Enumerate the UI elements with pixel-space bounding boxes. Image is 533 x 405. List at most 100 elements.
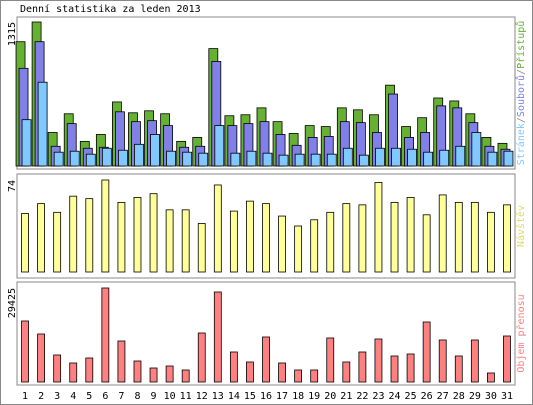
bar	[37, 81, 48, 167]
bar	[487, 211, 495, 273]
y-tick-label: 29425	[7, 288, 18, 318]
bar	[471, 132, 482, 167]
legend-entry: Přístupů	[515, 21, 527, 69]
bar	[230, 152, 241, 167]
bar	[470, 201, 479, 273]
y-tick-label: 1315	[7, 22, 18, 46]
bar	[246, 361, 254, 383]
bar	[407, 148, 417, 167]
x-tick-label: 14	[228, 391, 240, 402]
bar	[374, 338, 383, 383]
bar	[310, 369, 319, 383]
x-tick-label: 8	[134, 391, 140, 402]
bar	[262, 152, 273, 167]
bar	[53, 151, 64, 167]
bar	[390, 201, 399, 273]
bar	[85, 153, 96, 167]
x-tick-label: 23	[372, 391, 384, 402]
x-tick-label: 25	[405, 391, 417, 402]
bar	[454, 355, 463, 383]
bar	[294, 369, 303, 383]
legend-separator: /	[516, 117, 527, 123]
bar	[422, 214, 431, 273]
x-tick-label: 15	[244, 391, 256, 402]
legend: Stránek/Souborů/Přístupů	[515, 21, 527, 166]
x-tick-label: 29	[469, 391, 481, 402]
bar	[310, 219, 319, 273]
bar	[422, 321, 431, 383]
bar	[85, 357, 94, 383]
bar	[358, 351, 367, 383]
bar	[358, 154, 369, 167]
bar	[326, 337, 335, 383]
bar	[439, 149, 450, 167]
x-tick-label: 12	[196, 391, 208, 402]
bar	[262, 203, 270, 273]
x-tick-label: 21	[340, 391, 352, 402]
bar	[503, 150, 514, 167]
bar	[213, 184, 222, 273]
bar	[165, 365, 174, 383]
bar	[117, 201, 126, 273]
bar	[406, 353, 415, 383]
bar	[262, 336, 270, 383]
bar	[21, 119, 32, 167]
bar	[391, 147, 401, 167]
bar	[149, 367, 158, 383]
x-tick-label: 5	[86, 391, 92, 402]
legend-entry: Stránek	[515, 123, 527, 165]
y-tick-label: 74	[7, 180, 18, 192]
x-tick-label: 6	[102, 391, 108, 402]
bar	[53, 211, 62, 273]
bar	[53, 354, 62, 383]
x-tick-label: 1	[22, 391, 28, 402]
bar	[150, 134, 160, 167]
bar	[69, 150, 80, 167]
bar	[375, 147, 385, 167]
bar	[181, 209, 190, 273]
chart-title: Denní statistika za leden 2013	[20, 3, 201, 15]
bar	[85, 198, 94, 273]
bar	[278, 362, 286, 383]
bar	[374, 182, 383, 273]
bar	[229, 351, 238, 383]
bar	[503, 204, 511, 273]
x-tick-label: 9	[151, 391, 157, 402]
legend-separator: /	[516, 69, 527, 75]
x-tick-label: 13	[212, 391, 224, 402]
bar	[278, 215, 286, 273]
bar	[310, 153, 321, 167]
x-tick-label: 3	[54, 391, 60, 402]
bar	[133, 360, 142, 383]
legend: Objem přenosu	[515, 294, 527, 372]
bar	[134, 143, 144, 167]
bar	[69, 362, 78, 383]
bar	[229, 210, 238, 273]
bar	[246, 150, 257, 167]
bar	[423, 151, 434, 167]
bar	[438, 339, 447, 383]
bar	[342, 147, 353, 167]
bar	[487, 151, 498, 167]
x-tick-label: 10	[164, 391, 176, 402]
bar	[278, 154, 289, 167]
bar	[166, 150, 177, 167]
bar	[326, 211, 335, 273]
x-tick-label: 16	[260, 391, 272, 402]
legend-entry: Objem přenosu	[515, 294, 527, 372]
bar	[198, 152, 209, 167]
x-tick-label: 27	[437, 391, 449, 402]
legend-entry: Návštěv	[515, 205, 527, 247]
legend-entry: Souborů	[515, 75, 527, 117]
x-tick-label: 19	[308, 391, 320, 402]
bar	[165, 209, 174, 273]
bar	[197, 223, 206, 273]
bar	[358, 204, 367, 273]
bar	[455, 145, 466, 167]
bar	[390, 355, 399, 383]
bar	[133, 197, 142, 273]
bar	[246, 200, 254, 273]
bar	[342, 203, 351, 273]
bar	[21, 320, 29, 383]
